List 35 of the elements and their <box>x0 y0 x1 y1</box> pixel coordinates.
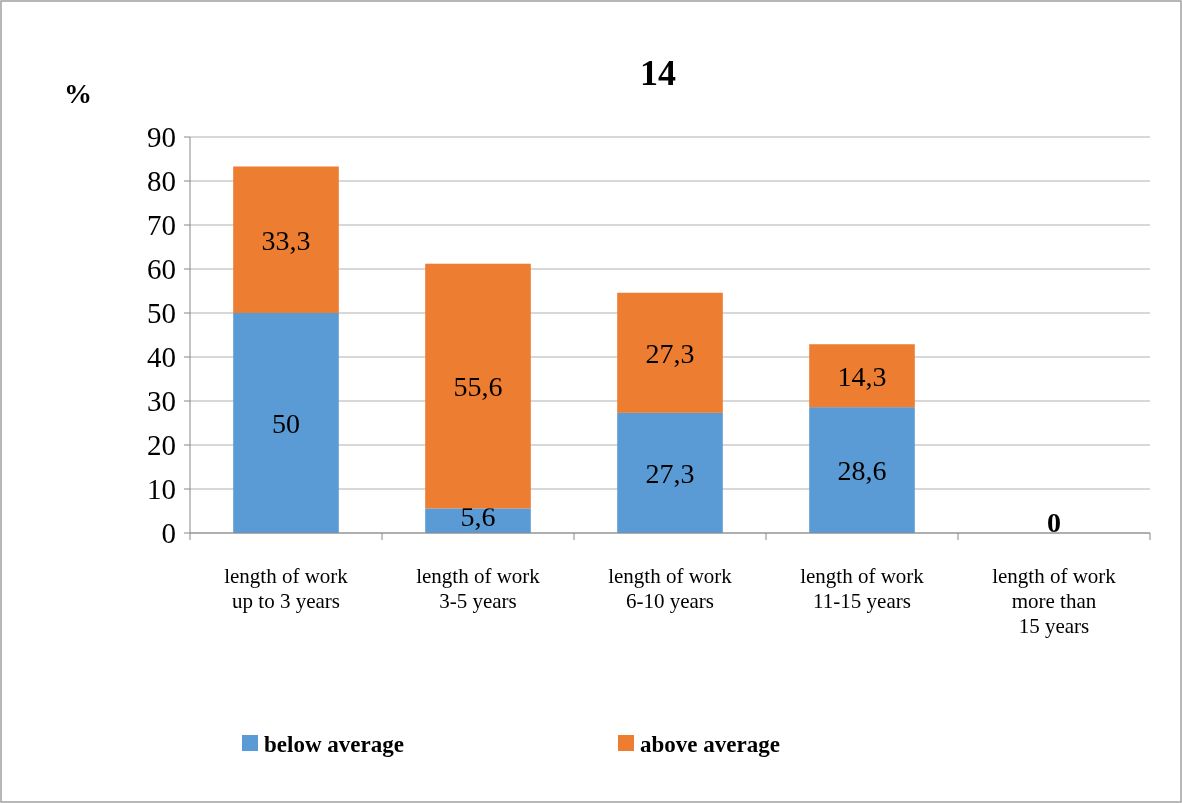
data-label: 55,6 <box>453 371 503 403</box>
legend-label: below average <box>264 732 404 757</box>
y-tick-label: 70 <box>147 209 176 241</box>
chart-title: 14 <box>640 53 676 93</box>
x-tick-label: length of work more than 15 years <box>992 564 1117 638</box>
x-tick-label: length of work 3-5 years <box>416 564 541 613</box>
x-tick-label: length of work 6-10 years <box>608 564 733 613</box>
y-tick-label: 90 <box>147 121 176 153</box>
legend-label: above average <box>640 732 780 757</box>
y-axis-title: % <box>64 78 92 109</box>
y-tick-label: 0 <box>161 517 176 549</box>
data-label: 27,3 <box>645 457 695 489</box>
data-label: 5,6 <box>460 501 496 533</box>
y-tick-label: 30 <box>147 385 176 417</box>
x-tick-label: length of work 11-15 years <box>800 564 925 613</box>
data-label: 0 <box>1047 507 1061 538</box>
y-tick-label: 40 <box>147 341 176 373</box>
bar <box>617 292 723 413</box>
bar <box>809 407 915 533</box>
data-label: 28,6 <box>837 455 887 487</box>
bar <box>809 344 915 408</box>
data-label: 27,3 <box>645 337 695 369</box>
bar <box>233 166 339 313</box>
x-tick-label: length of work up to 3 years <box>224 564 349 613</box>
data-label: 50 <box>272 408 300 439</box>
y-tick-label: 10 <box>147 473 176 505</box>
y-tick-label: 80 <box>147 165 176 197</box>
bar <box>425 263 531 509</box>
y-tick-label: 20 <box>147 429 176 461</box>
data-label: 14,3 <box>837 360 887 392</box>
bar <box>617 412 723 533</box>
bar <box>233 313 339 533</box>
data-label: 33,3 <box>261 224 311 256</box>
y-tick-label: 50 <box>147 297 176 329</box>
y-tick-label: 60 <box>147 253 176 285</box>
